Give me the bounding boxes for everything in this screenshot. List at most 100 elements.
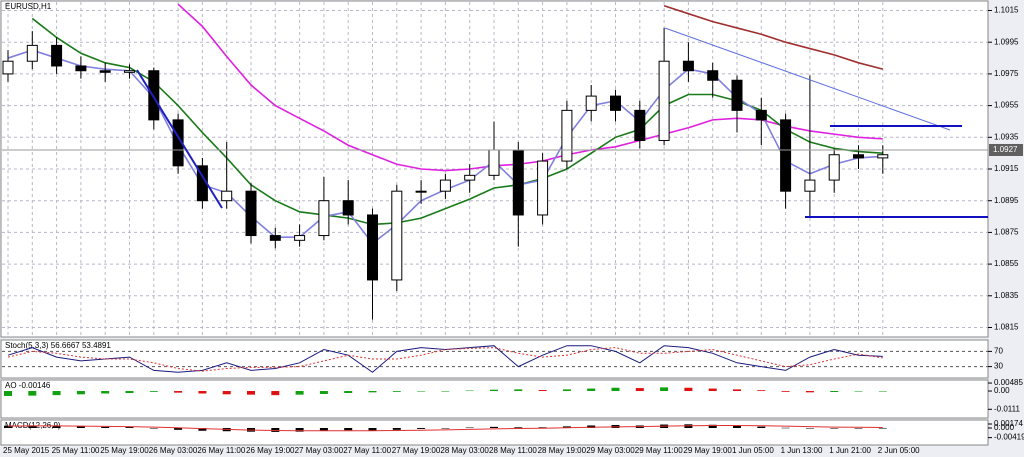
candle-body — [124, 70, 135, 73]
y-tick-label: 1.0955 — [994, 101, 1019, 110]
histogram-bar — [854, 427, 863, 429]
histogram-bar — [854, 391, 863, 392]
candle-body — [342, 200, 354, 216]
candle-body — [512, 149, 524, 216]
histogram-bar — [76, 391, 85, 395]
candle-body — [26, 44, 38, 62]
histogram-bar — [514, 389, 523, 392]
x-tick-label: 26 May 11:00 — [197, 446, 245, 455]
y-tick-label: 1.0895 — [994, 196, 1019, 205]
histogram-bar — [441, 391, 450, 392]
candle-body — [464, 174, 476, 181]
histogram-bar — [733, 425, 741, 428]
candle-body — [853, 154, 864, 159]
candle-body — [51, 44, 63, 67]
candle-body — [658, 60, 670, 141]
histogram-bar — [271, 427, 280, 432]
candle-body — [172, 119, 184, 167]
candle-body — [391, 190, 403, 281]
y-tick-label: 0.000 — [994, 423, 1015, 432]
candle-body — [585, 95, 597, 111]
histogram-bar — [490, 426, 498, 428]
macd-panel — [0, 419, 989, 446]
histogram-bar — [781, 391, 790, 392]
histogram-bar — [830, 427, 839, 429]
x-tick-label: 1 Jun 21:00 — [829, 446, 871, 455]
candle-body — [537, 160, 549, 216]
candle-body — [318, 200, 330, 237]
histogram-bar — [295, 391, 304, 395]
histogram-bar — [562, 389, 571, 392]
histogram-bar — [392, 427, 401, 430]
candle-body — [221, 190, 233, 202]
candle-body — [877, 154, 889, 159]
trend-line — [136, 69, 223, 209]
histogram-bar — [830, 391, 839, 393]
histogram-bar — [587, 425, 596, 428]
indicator-line — [7, 424, 883, 432]
histogram-bar — [757, 426, 766, 428]
histogram-bar — [490, 389, 498, 392]
candle-body — [269, 235, 281, 241]
histogram-bar — [149, 391, 158, 392]
x-tick-label: 26 May 03:00 — [149, 446, 198, 455]
histogram-bar — [149, 427, 158, 429]
histogram-bar — [368, 427, 377, 431]
histogram-bar — [805, 391, 814, 393]
y-tick-label: 1.0875 — [994, 228, 1019, 237]
histogram-bar — [319, 427, 328, 431]
histogram-bar — [708, 424, 717, 428]
y-tick-label: 1.1015 — [994, 6, 1019, 15]
candle-body — [367, 214, 378, 281]
y-tick-label: 1.0975 — [994, 69, 1019, 78]
histogram-bar — [344, 427, 353, 431]
histogram-bar — [344, 391, 353, 393]
histogram-bar — [878, 427, 887, 429]
histogram-bar — [587, 388, 596, 392]
histogram-bar — [52, 425, 61, 428]
x-tick-label: 26 May 19:00 — [246, 446, 295, 455]
current-price-box — [989, 143, 1023, 156]
candle-body — [415, 190, 427, 193]
x-tick-label: 25 May 11:00 — [52, 446, 100, 455]
histogram-bar — [417, 391, 426, 392]
x-tick-label: 28 May 03:00 — [440, 446, 489, 455]
histogram-bar — [4, 425, 12, 428]
candle-body — [780, 119, 792, 192]
histogram-bar — [174, 427, 183, 430]
y-tick-label: 1.0855 — [994, 259, 1019, 268]
histogram-bar — [562, 426, 571, 428]
histogram-bar — [101, 391, 110, 394]
panel-title: Stoch(5,3,3) 56.6667 53.4891 — [5, 341, 111, 350]
y-tick-label: 0.00 — [994, 386, 1010, 395]
candle-body — [148, 70, 160, 121]
histogram-bar — [198, 391, 207, 394]
histogram-bar — [368, 391, 377, 393]
x-tick-label: 29 May 19:00 — [683, 446, 732, 455]
candle-body — [804, 179, 816, 192]
histogram-bar — [660, 387, 669, 392]
y-tick-label: 30 — [994, 362, 1003, 371]
histogram-bar — [222, 391, 231, 395]
x-tick-label: 2 Jun 05:00 — [878, 446, 920, 455]
histogram-bar — [465, 390, 474, 392]
panel-title: EURUSD,H1 — [5, 2, 52, 11]
x-tick-label: 29 May 11:00 — [635, 446, 683, 455]
candle-body — [561, 109, 573, 162]
histogram-bar — [757, 390, 766, 392]
histogram-bar — [28, 391, 37, 396]
y-tick-label: 0.00174 — [994, 419, 1023, 428]
y-tick-label: 1.0815 — [994, 323, 1019, 332]
candle-body — [99, 70, 111, 73]
x-tick-label: 27 May 03:00 — [295, 446, 344, 455]
candle-body — [75, 65, 87, 72]
histogram-bar — [465, 427, 474, 429]
histogram-bar — [684, 387, 693, 392]
indicator-line — [663, 4, 884, 70]
current-price-label: 1.0927 — [993, 145, 1018, 154]
candle-body — [610, 95, 621, 111]
y-tick-label: 70 — [994, 347, 1003, 356]
histogram-bar — [441, 427, 450, 429]
histogram-bar — [174, 391, 183, 393]
